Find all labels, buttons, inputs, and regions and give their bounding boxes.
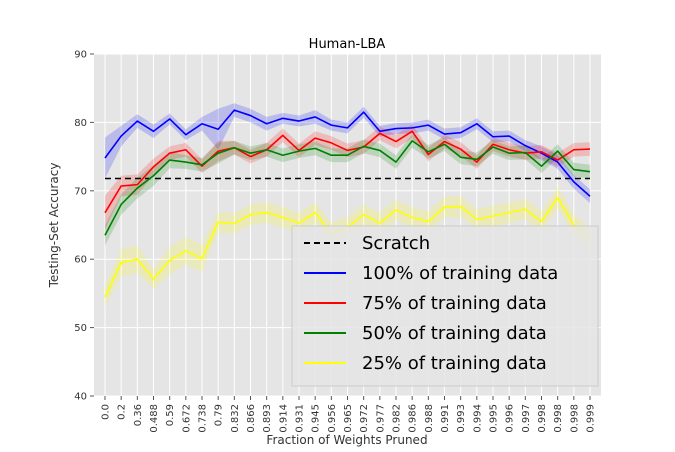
x-tick-label-24: 0.995 <box>489 404 500 433</box>
legend-label-4: 25% of training data <box>362 353 547 374</box>
y-axis-label: Testing-Set Accuracy <box>47 163 61 289</box>
y-tick-label-0: 40 <box>74 392 87 403</box>
y-tick-label-4: 80 <box>74 118 87 129</box>
x-tick-label-3: 0.488 <box>149 404 160 433</box>
x-tick-label-26: 0.997 <box>521 404 532 433</box>
x-tick-label-6: 0.738 <box>198 404 209 433</box>
x-tick-label-21: 0.991 <box>440 404 451 433</box>
x-tick-label-19: 0.986 <box>408 404 419 433</box>
x-tick-label-12: 0.931 <box>295 404 306 433</box>
x-tick-label-29: 0.998 <box>569 404 580 433</box>
x-tick-label-20: 0.988 <box>424 404 435 433</box>
x-tick-label-27: 0.998 <box>537 404 548 433</box>
x-tick-label-17: 0.977 <box>375 404 386 433</box>
legend: Scratch 100% of training data 75% of train… <box>291 225 599 387</box>
x-axis-ticks: 0.0 0.2 0.36 0.488 0.59 0.672 0.738 0.79 0.832 0.… <box>101 396 597 433</box>
x-tick-label-18: 0.982 <box>392 404 403 433</box>
x-tick-label-13: 0.945 <box>311 404 322 433</box>
x-tick-label-2: 0.36 <box>133 404 144 426</box>
x-tick-label-1: 0.2 <box>117 404 128 420</box>
x-tick-label-7: 0.79 <box>214 404 225 426</box>
x-tick-label-9: 0.866 <box>246 404 257 433</box>
series-line-3 <box>104 140 591 236</box>
legend-label-2: 75% of training data <box>362 293 547 314</box>
x-tick-label-8: 0.832 <box>230 404 241 433</box>
legend-label-1: 100% of training data <box>362 263 558 284</box>
x-tick-label-4: 0.59 <box>165 404 176 426</box>
x-tick-label-28: 0.998 <box>553 404 564 433</box>
y-tick-label-3: 70 <box>74 186 87 197</box>
x-tick-label-30: 0.999 <box>586 404 597 433</box>
y-tick-label-5: 90 <box>74 50 87 61</box>
x-tick-label-0: 0.0 <box>101 404 112 420</box>
legend-label-3: 50% of training data <box>362 323 547 344</box>
x-tick-label-14: 0.956 <box>327 404 338 433</box>
series-line-2 <box>104 130 591 214</box>
x-tick-label-16: 0.972 <box>359 404 370 433</box>
y-tick-label-2: 60 <box>74 255 87 266</box>
x-tick-label-11: 0.914 <box>278 404 289 433</box>
series-band-4 <box>105 187 590 308</box>
y-axis-ticks: 40 50 60 70 80 90 <box>74 50 94 403</box>
legend-box <box>291 225 599 387</box>
y-tick-label-1: 50 <box>74 323 87 334</box>
chart-title: Human-LBA <box>309 37 386 52</box>
x-tick-label-5: 0.672 <box>181 404 192 433</box>
x-tick-label-23: 0.994 <box>472 404 483 433</box>
x-tick-label-10: 0.893 <box>262 404 273 433</box>
legend-label-0: Scratch <box>362 233 430 254</box>
series-band-3 <box>105 134 590 246</box>
x-tick-label-15: 0.965 <box>343 404 354 433</box>
series-line-1 <box>104 109 591 197</box>
x-axis-label: Fraction of Weights Pruned <box>266 433 427 447</box>
x-tick-label-22: 0.993 <box>456 404 467 433</box>
x-tick-label-25: 0.996 <box>505 404 516 433</box>
